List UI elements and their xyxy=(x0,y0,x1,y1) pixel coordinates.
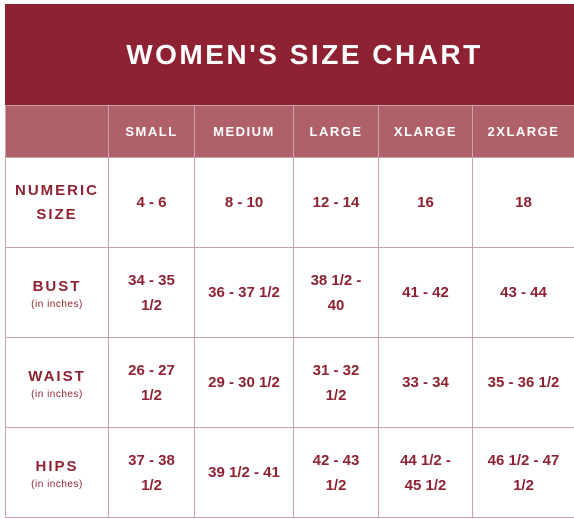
cell-value-line: 18 xyxy=(515,194,532,211)
table-cell: 18 xyxy=(472,157,574,248)
table-cell: 8 - 10 xyxy=(194,157,294,248)
corner-cell xyxy=(5,105,109,158)
cell-value-line: 1/2 xyxy=(513,476,534,494)
row-unit-note: (in inches) xyxy=(31,478,83,490)
cell-value-line: 29 - 30 1/2 xyxy=(208,374,280,391)
cell-value-line: 26 - 27 xyxy=(128,361,175,379)
cell-value-line: 37 - 38 xyxy=(128,451,175,469)
size-table: SMALL MEDIUM LARGE XLARGE 2XLARGE NUMERI… xyxy=(5,105,574,518)
row-label-line: SIZE xyxy=(36,205,78,223)
header-row: SMALL MEDIUM LARGE XLARGE 2XLARGE xyxy=(5,105,574,158)
table-cell: 44 1/2 - 45 1/2 xyxy=(378,427,473,518)
table-cell: 31 - 32 1/2 xyxy=(293,337,379,428)
cell-value-line: 46 1/2 - 47 xyxy=(487,451,560,469)
table-cell: 35 - 36 1/2 xyxy=(472,337,574,428)
column-header-xlarge: XLARGE xyxy=(378,105,473,158)
cell-value-line: 4 - 6 xyxy=(136,194,167,211)
column-header-2xlarge: 2XLARGE xyxy=(472,105,574,158)
table-cell: 43 - 44 xyxy=(472,247,574,338)
cell-value-line: 12 - 14 xyxy=(312,194,360,211)
cell-value-line: 1/2 xyxy=(325,476,347,494)
table-cell: 39 1/2 - 41 xyxy=(194,427,294,518)
cell-value-line: 35 - 36 1/2 xyxy=(487,374,560,391)
row-label-line: NUMERIC xyxy=(15,181,99,199)
cell-value-line: 38 1/2 - xyxy=(310,271,362,289)
table-cell: 37 - 38 1/2 xyxy=(108,427,195,518)
row-header-numeric-size: NUMERIC SIZE xyxy=(5,157,109,248)
table-cell: 42 - 43 1/2 xyxy=(293,427,379,518)
cell-value-line: 39 1/2 - 41 xyxy=(208,464,280,481)
table-row-bust: BUST (in inches) 34 - 35 1/2 36 - 37 1/2 38 1… xyxy=(5,247,574,338)
table-cell: 41 - 42 xyxy=(378,247,473,338)
table-cell: 29 - 30 1/2 xyxy=(194,337,294,428)
cell-value-line: 36 - 37 1/2 xyxy=(208,284,280,301)
table-cell: 26 - 27 1/2 xyxy=(108,337,195,428)
column-header-small: SMALL xyxy=(108,105,195,158)
table-row-hips: HIPS (in inches) 37 - 38 1/2 39 1/2 - 41 42 -… xyxy=(5,427,574,518)
cell-value-line: 43 - 44 xyxy=(500,284,547,301)
cell-value-line: 41 - 42 xyxy=(402,284,449,301)
table-cell: 4 - 6 xyxy=(108,157,195,248)
row-unit-note: (in inches) xyxy=(31,388,83,400)
table-cell: 12 - 14 xyxy=(293,157,379,248)
chart-title: WOMEN'S SIZE CHART xyxy=(126,38,483,70)
cell-value-line: 8 - 10 xyxy=(224,194,264,211)
row-header-waist: WAIST (in inches) xyxy=(5,337,109,428)
row-label-line: WAIST xyxy=(28,367,86,385)
row-label-line: HIPS xyxy=(35,457,79,475)
row-header-hips: HIPS (in inches) xyxy=(5,427,109,518)
title-bar: WOMEN'S SIZE CHART xyxy=(5,4,574,105)
cell-value-line: 1/2 xyxy=(141,386,162,404)
cell-value-line: 1/2 xyxy=(325,386,347,404)
table-row-waist: WAIST (in inches) 26 - 27 1/2 29 - 30 1/2 31 … xyxy=(5,337,574,428)
cell-value-line: 1/2 xyxy=(141,476,162,494)
table-cell: 33 - 34 xyxy=(378,337,473,428)
cell-value-line: 40 xyxy=(327,296,345,314)
table-row-numeric-size: NUMERIC SIZE 4 - 6 8 - 10 12 - 14 16 18 xyxy=(5,157,574,248)
cell-value-line: 16 xyxy=(417,194,434,211)
table-cell: 34 - 35 1/2 xyxy=(108,247,195,338)
table-cell: 36 - 37 1/2 xyxy=(194,247,294,338)
cell-value-line: 33 - 34 xyxy=(402,374,449,391)
cell-value-line: 1/2 xyxy=(141,296,162,314)
table-cell: 16 xyxy=(378,157,473,248)
cell-value-line: 45 1/2 xyxy=(404,476,447,494)
row-header-bust: BUST (in inches) xyxy=(5,247,109,338)
cell-value-line: 42 - 43 xyxy=(312,451,360,469)
column-header-large: LARGE xyxy=(293,105,379,158)
cell-value-line: 34 - 35 xyxy=(128,271,175,289)
cell-value-line: 44 1/2 - xyxy=(400,451,451,469)
table-cell: 38 1/2 - 40 xyxy=(293,247,379,338)
cell-value-line: 31 - 32 xyxy=(312,361,360,379)
row-label-line: BUST xyxy=(32,277,82,295)
column-header-medium: MEDIUM xyxy=(194,105,294,158)
row-unit-note: (in inches) xyxy=(31,298,83,310)
table-cell: 46 1/2 - 47 1/2 xyxy=(472,427,574,518)
